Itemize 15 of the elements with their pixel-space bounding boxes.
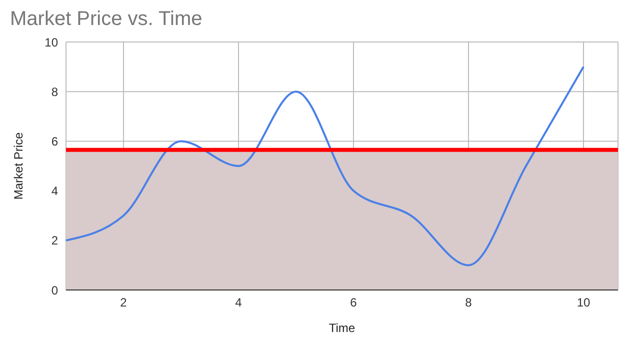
x-tick-label: 8: [465, 296, 472, 310]
x-axis-title: Time: [328, 321, 356, 335]
line-series: [66, 66, 584, 266]
x-tick-label: 10: [576, 296, 590, 310]
y-axis-title: Market Price: [11, 132, 26, 200]
y-tick-label: 6: [51, 134, 58, 148]
y-tick-label: 2: [51, 234, 58, 248]
x-tick-label: 2: [120, 296, 128, 310]
x-tick-label: 4: [235, 296, 242, 310]
y-tick-label: 8: [51, 84, 58, 99]
x-tick-label: 6: [350, 296, 358, 310]
y-tick-label: 0: [51, 283, 58, 298]
chart-title: Market Price vs. Time: [9, 8, 204, 32]
y-tick-label: 4: [51, 184, 58, 198]
y-tick-label: 10: [44, 35, 58, 50]
